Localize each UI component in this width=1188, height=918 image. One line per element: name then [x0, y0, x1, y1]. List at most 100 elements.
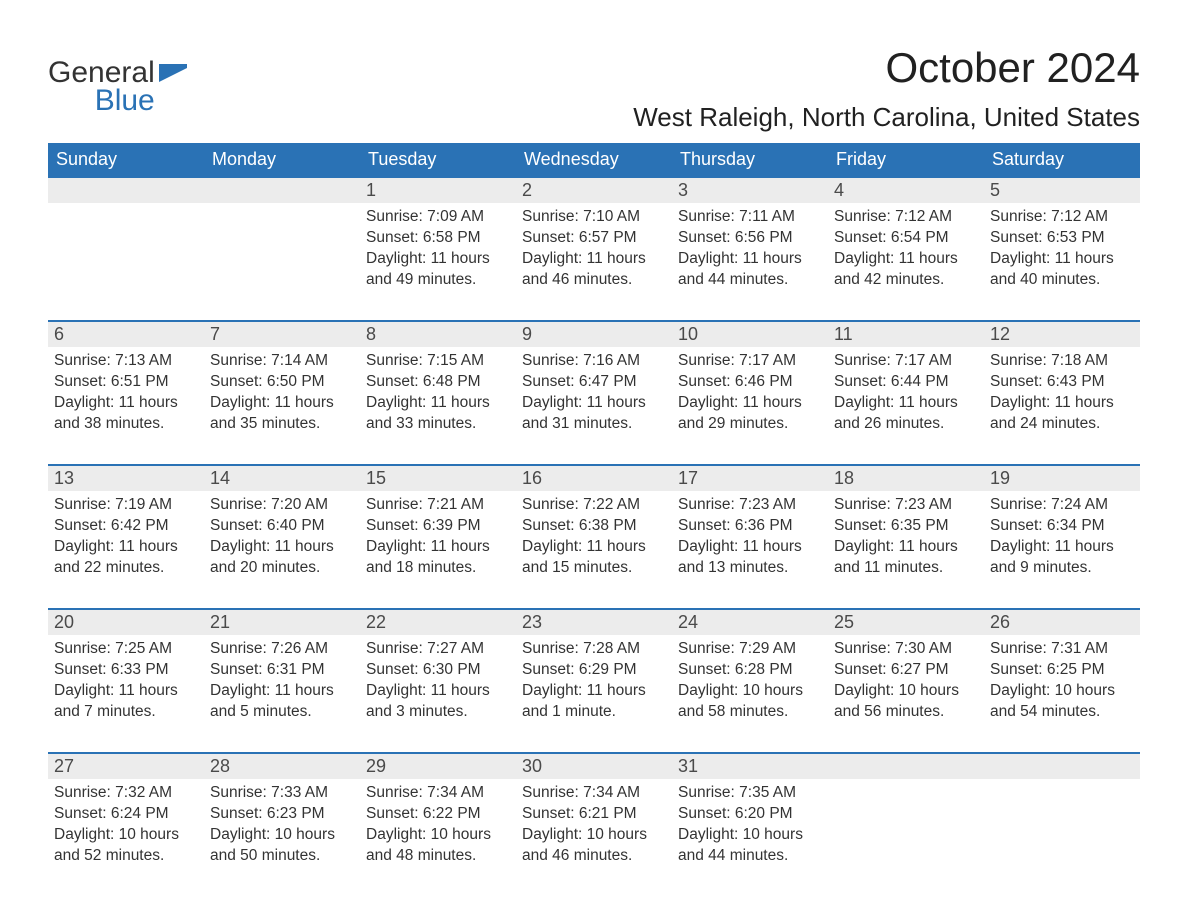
- day-body: Sunrise: 7:09 AMSunset: 6:58 PMDaylight:…: [360, 203, 516, 295]
- day-body: Sunrise: 7:29 AMSunset: 6:28 PMDaylight:…: [672, 635, 828, 727]
- calendar-row: 27Sunrise: 7:32 AMSunset: 6:24 PMDayligh…: [48, 752, 1140, 896]
- day-body: Sunrise: 7:34 AMSunset: 6:21 PMDaylight:…: [516, 779, 672, 871]
- daylight-line: Daylight: 11 hours and 49 minutes.: [366, 249, 510, 291]
- calendar-cell: 3Sunrise: 7:11 AMSunset: 6:56 PMDaylight…: [672, 176, 828, 320]
- daylight-line: Daylight: 11 hours and 18 minutes.: [366, 537, 510, 579]
- weekday-header-row: SundayMondayTuesdayWednesdayThursdayFrid…: [48, 143, 1140, 176]
- calendar-cell: 21Sunrise: 7:26 AMSunset: 6:31 PMDayligh…: [204, 608, 360, 752]
- sunrise-line: Sunrise: 7:16 AM: [522, 351, 666, 372]
- weekday-header: Wednesday: [516, 143, 672, 176]
- day-body: Sunrise: 7:10 AMSunset: 6:57 PMDaylight:…: [516, 203, 672, 295]
- day-body: Sunrise: 7:20 AMSunset: 6:40 PMDaylight:…: [204, 491, 360, 583]
- daylight-line: Daylight: 11 hours and 29 minutes.: [678, 393, 822, 435]
- calendar-cell: 29Sunrise: 7:34 AMSunset: 6:22 PMDayligh…: [360, 752, 516, 896]
- day-number: 25: [828, 610, 984, 635]
- header: General Blue October 2024 West Raleigh, …: [48, 44, 1140, 133]
- day-body: Sunrise: 7:19 AMSunset: 6:42 PMDaylight:…: [48, 491, 204, 583]
- daylight-line: Daylight: 11 hours and 1 minute.: [522, 681, 666, 723]
- day-number: 12: [984, 322, 1140, 347]
- sunrise-line: Sunrise: 7:23 AM: [678, 495, 822, 516]
- calendar-cell: 23Sunrise: 7:28 AMSunset: 6:29 PMDayligh…: [516, 608, 672, 752]
- sunset-line: Sunset: 6:23 PM: [210, 804, 354, 825]
- day-body: Sunrise: 7:18 AMSunset: 6:43 PMDaylight:…: [984, 347, 1140, 439]
- day-number: 21: [204, 610, 360, 635]
- calendar-cell: 8Sunrise: 7:15 AMSunset: 6:48 PMDaylight…: [360, 320, 516, 464]
- calendar-cell: 7Sunrise: 7:14 AMSunset: 6:50 PMDaylight…: [204, 320, 360, 464]
- day-number: 18: [828, 466, 984, 491]
- calendar-cell: 15Sunrise: 7:21 AMSunset: 6:39 PMDayligh…: [360, 464, 516, 608]
- day-number: 15: [360, 466, 516, 491]
- day-body: Sunrise: 7:21 AMSunset: 6:39 PMDaylight:…: [360, 491, 516, 583]
- day-number: 5: [984, 178, 1140, 203]
- sunrise-line: Sunrise: 7:21 AM: [366, 495, 510, 516]
- daylight-line: Daylight: 11 hours and 11 minutes.: [834, 537, 978, 579]
- sunrise-line: Sunrise: 7:12 AM: [834, 207, 978, 228]
- calendar-cell: 1Sunrise: 7:09 AMSunset: 6:58 PMDaylight…: [360, 176, 516, 320]
- sunset-line: Sunset: 6:27 PM: [834, 660, 978, 681]
- calendar-cell: 18Sunrise: 7:23 AMSunset: 6:35 PMDayligh…: [828, 464, 984, 608]
- calendar-cell: [828, 752, 984, 896]
- calendar-cell: 28Sunrise: 7:33 AMSunset: 6:23 PMDayligh…: [204, 752, 360, 896]
- day-body: Sunrise: 7:22 AMSunset: 6:38 PMDaylight:…: [516, 491, 672, 583]
- day-body: [828, 779, 984, 787]
- day-number: 17: [672, 466, 828, 491]
- day-number: 9: [516, 322, 672, 347]
- day-number: 29: [360, 754, 516, 779]
- sunset-line: Sunset: 6:47 PM: [522, 372, 666, 393]
- calendar-cell: 13Sunrise: 7:19 AMSunset: 6:42 PMDayligh…: [48, 464, 204, 608]
- weekday-header: Saturday: [984, 143, 1140, 176]
- sunrise-line: Sunrise: 7:23 AM: [834, 495, 978, 516]
- day-number: 31: [672, 754, 828, 779]
- sunset-line: Sunset: 6:43 PM: [990, 372, 1134, 393]
- day-number: [984, 754, 1140, 779]
- sunset-line: Sunset: 6:50 PM: [210, 372, 354, 393]
- daylight-line: Daylight: 11 hours and 5 minutes.: [210, 681, 354, 723]
- sunset-line: Sunset: 6:58 PM: [366, 228, 510, 249]
- daylight-line: Daylight: 11 hours and 24 minutes.: [990, 393, 1134, 435]
- daylight-line: Daylight: 10 hours and 52 minutes.: [54, 825, 198, 867]
- day-body: Sunrise: 7:24 AMSunset: 6:34 PMDaylight:…: [984, 491, 1140, 583]
- day-number: 6: [48, 322, 204, 347]
- sunset-line: Sunset: 6:42 PM: [54, 516, 198, 537]
- day-number: 19: [984, 466, 1140, 491]
- calendar-cell: [48, 176, 204, 320]
- daylight-line: Daylight: 11 hours and 20 minutes.: [210, 537, 354, 579]
- brand-text: General Blue: [48, 58, 155, 116]
- day-number: [828, 754, 984, 779]
- day-body: Sunrise: 7:27 AMSunset: 6:30 PMDaylight:…: [360, 635, 516, 727]
- daylight-line: Daylight: 11 hours and 31 minutes.: [522, 393, 666, 435]
- daylight-line: Daylight: 10 hours and 50 minutes.: [210, 825, 354, 867]
- day-body: Sunrise: 7:12 AMSunset: 6:54 PMDaylight:…: [828, 203, 984, 295]
- sunset-line: Sunset: 6:28 PM: [678, 660, 822, 681]
- day-body: Sunrise: 7:32 AMSunset: 6:24 PMDaylight:…: [48, 779, 204, 871]
- brand-logo: General Blue: [48, 44, 187, 116]
- sunrise-line: Sunrise: 7:33 AM: [210, 783, 354, 804]
- calendar-cell: 14Sunrise: 7:20 AMSunset: 6:40 PMDayligh…: [204, 464, 360, 608]
- calendar-cell: 10Sunrise: 7:17 AMSunset: 6:46 PMDayligh…: [672, 320, 828, 464]
- day-number: 13: [48, 466, 204, 491]
- weekday-header: Friday: [828, 143, 984, 176]
- calendar-row: 13Sunrise: 7:19 AMSunset: 6:42 PMDayligh…: [48, 464, 1140, 608]
- day-number: 10: [672, 322, 828, 347]
- calendar-cell: 27Sunrise: 7:32 AMSunset: 6:24 PMDayligh…: [48, 752, 204, 896]
- day-body: Sunrise: 7:33 AMSunset: 6:23 PMDaylight:…: [204, 779, 360, 871]
- sunrise-line: Sunrise: 7:10 AM: [522, 207, 666, 228]
- daylight-line: Daylight: 11 hours and 15 minutes.: [522, 537, 666, 579]
- sunset-line: Sunset: 6:33 PM: [54, 660, 198, 681]
- daylight-line: Daylight: 11 hours and 26 minutes.: [834, 393, 978, 435]
- day-number: [48, 178, 204, 203]
- day-body: Sunrise: 7:14 AMSunset: 6:50 PMDaylight:…: [204, 347, 360, 439]
- day-body: Sunrise: 7:17 AMSunset: 6:44 PMDaylight:…: [828, 347, 984, 439]
- calendar-cell: 24Sunrise: 7:29 AMSunset: 6:28 PMDayligh…: [672, 608, 828, 752]
- calendar-cell: 17Sunrise: 7:23 AMSunset: 6:36 PMDayligh…: [672, 464, 828, 608]
- sunset-line: Sunset: 6:21 PM: [522, 804, 666, 825]
- sunset-line: Sunset: 6:22 PM: [366, 804, 510, 825]
- sunrise-line: Sunrise: 7:26 AM: [210, 639, 354, 660]
- sunrise-line: Sunrise: 7:32 AM: [54, 783, 198, 804]
- calendar-cell: 31Sunrise: 7:35 AMSunset: 6:20 PMDayligh…: [672, 752, 828, 896]
- sunrise-line: Sunrise: 7:19 AM: [54, 495, 198, 516]
- day-number: 14: [204, 466, 360, 491]
- calendar-cell: 5Sunrise: 7:12 AMSunset: 6:53 PMDaylight…: [984, 176, 1140, 320]
- sunset-line: Sunset: 6:25 PM: [990, 660, 1134, 681]
- day-body: Sunrise: 7:34 AMSunset: 6:22 PMDaylight:…: [360, 779, 516, 871]
